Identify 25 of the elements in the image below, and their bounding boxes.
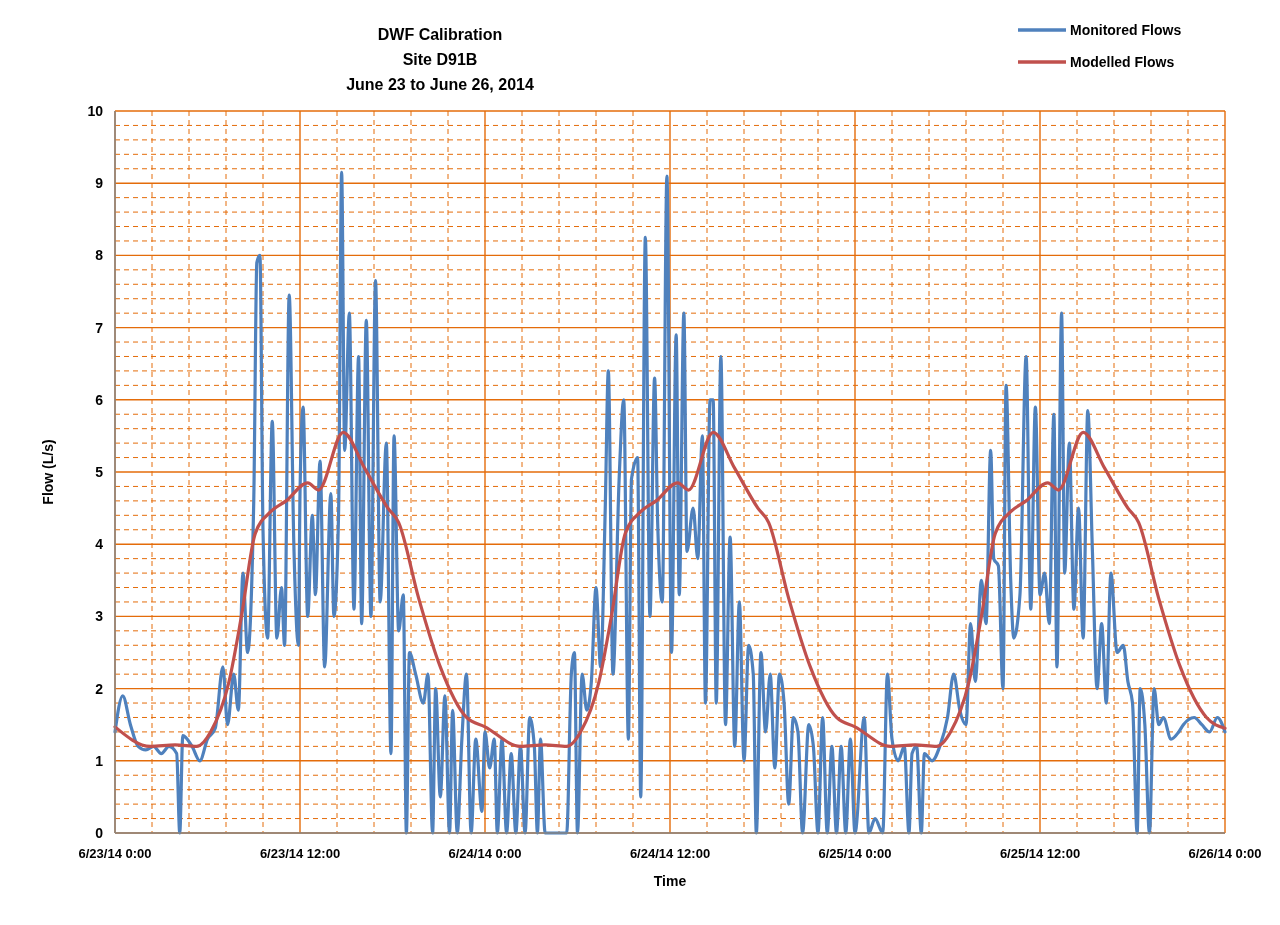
line-series [113,430,1227,748]
y-tick-label: 5 [95,464,104,480]
x-tick-label: 6/23/14 0:00 [78,846,152,861]
legend-label: Monitored Flows [1070,22,1182,38]
y-tick-label: 4 [95,536,104,553]
x-tick-label: 6/25/14 12:00 [999,846,1081,861]
y-tick-label: 9 [95,175,104,192]
y-tick-label: 7 [95,319,104,336]
x-tick-label: 6/26/14 0:00 [1188,846,1262,861]
x-tick-label: 6/24/14 12:00 [629,846,711,861]
y-tick-label: 1 [95,752,104,769]
x-tick-label: 6/24/14 0:00 [448,846,522,861]
y-tick-label: 8 [95,247,104,264]
y-tick-label: 6 [95,391,104,408]
y-axis-title: Flow (L/s) [40,439,56,505]
y-tick-label: 10 [87,103,104,119]
legend-label: Modelled Flows [1070,54,1175,70]
x-tick-label: 6/25/14 0:00 [818,846,892,861]
x-axis-title: Time [653,873,687,889]
x-tick-label: 6/23/14 12:00 [259,846,341,861]
chart-title: DWF Calibration [377,26,503,43]
chart-subtitle: Site D91B June 23 to June 26, 2014 [346,51,534,93]
y-tick-label: 3 [95,608,104,625]
y-tick-label: 2 [95,680,104,697]
y-tick-label: 0 [95,825,104,841]
